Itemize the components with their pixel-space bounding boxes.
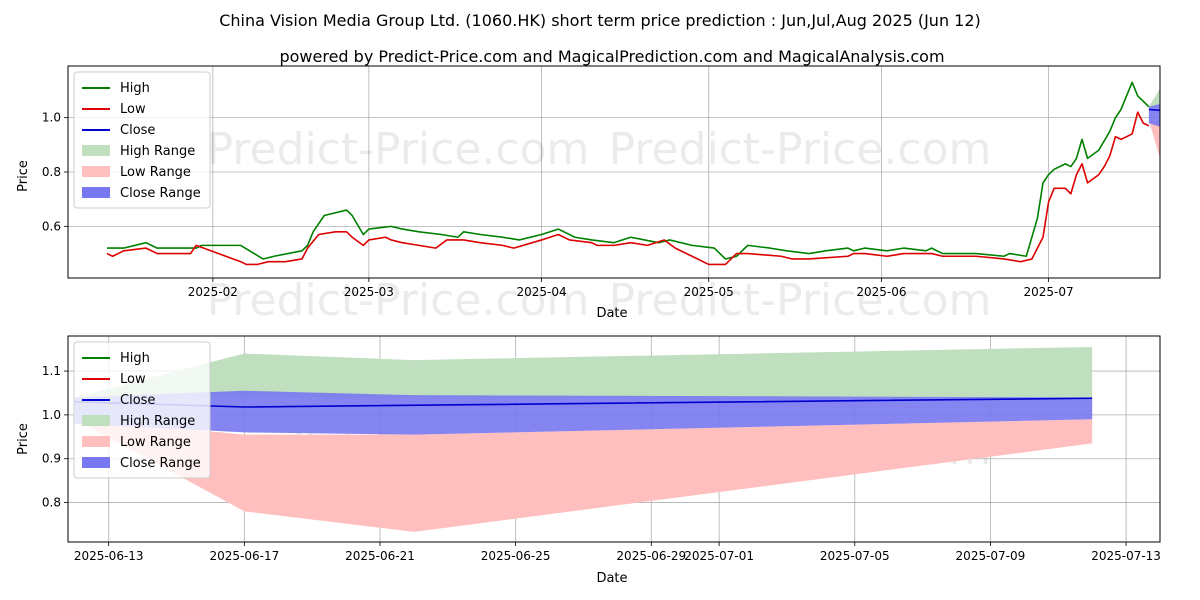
x-tick-label: 2025-03 xyxy=(344,285,394,299)
x-tick-label: 2025-07 xyxy=(1024,285,1074,299)
watermark: Predict-Price.com xyxy=(609,275,992,326)
x-tick-label: 2025-06-13 xyxy=(74,549,144,563)
prediction-series xyxy=(74,346,1093,532)
legend-label: High Range xyxy=(120,414,195,429)
legend-swatch xyxy=(82,457,110,468)
x-tick-label: 2025-07-09 xyxy=(956,549,1026,563)
x-tick-label: 2025-06-21 xyxy=(345,549,415,563)
x-tick-label: 2025-07-13 xyxy=(1091,549,1161,563)
watermark: Predict-Price.com xyxy=(609,124,992,175)
legend-label: Close Range xyxy=(120,186,201,201)
x-tick-label: 2025-06-17 xyxy=(209,549,279,563)
x-tick-label: 2025-07-05 xyxy=(820,549,890,563)
low-range-band xyxy=(1148,120,1160,159)
close-range-band xyxy=(74,390,1093,435)
x-tick-label: 2025-05 xyxy=(684,285,734,299)
prediction-xlabel: Date xyxy=(596,571,627,586)
legend-swatch xyxy=(82,415,110,426)
high-range-band xyxy=(1148,88,1160,107)
watermark: Predict-Price.com xyxy=(207,275,590,326)
prediction-panel: Predict-Price.com Predict-Price.com 2025… xyxy=(16,335,1161,586)
x-tick-label: 2025-06-29 xyxy=(616,549,686,563)
x-tick-label: 2025-06 xyxy=(856,285,906,299)
legend-swatch xyxy=(82,145,110,156)
series-layer xyxy=(74,346,1093,532)
low-range-band xyxy=(74,419,1093,532)
x-tick-label: 2025-06-25 xyxy=(481,549,551,563)
history-grid xyxy=(68,66,1160,278)
history-ylabel: Price xyxy=(16,160,31,192)
low-line xyxy=(106,111,1150,266)
y-tick-label: 1.1 xyxy=(42,364,61,378)
y-tick-label: 0.8 xyxy=(42,165,61,179)
y-tick-label: 0.6 xyxy=(42,219,61,233)
prediction-ylabel: Price xyxy=(16,423,31,455)
legend-label: Low xyxy=(120,102,146,117)
legend-swatch xyxy=(82,436,110,447)
legend-label: Close Range xyxy=(120,456,201,471)
x-tick-label: 2025-07-01 xyxy=(684,549,754,563)
x-tick-label: 2025-04 xyxy=(517,285,567,299)
y-tick-label: 0.9 xyxy=(42,452,61,466)
legend-label: Low Range xyxy=(120,435,191,450)
prediction-legend: High Low Close High Range Low Range Close Ran… xyxy=(73,341,211,479)
legend-swatch xyxy=(82,166,110,177)
legend-label: Low Range xyxy=(120,165,191,180)
legend-label: Low xyxy=(120,372,146,387)
y-tick-label: 1.0 xyxy=(42,111,61,125)
legend-label: High xyxy=(120,81,150,96)
legend-swatch xyxy=(82,187,110,198)
history-legend: High Low Close High Range Low Range Close Ran… xyxy=(73,71,211,209)
legend-label: High xyxy=(120,351,150,366)
chart-title: China Vision Media Group Ltd. (1060.HK) … xyxy=(219,11,981,30)
watermark: Predict-Price.com xyxy=(207,124,590,175)
high-line xyxy=(107,81,1150,260)
x-tick-label: 2025-02 xyxy=(188,285,238,299)
y-tick-label: 1.0 xyxy=(42,408,61,422)
history-xlabel: Date xyxy=(596,306,627,321)
legend-label: Close xyxy=(120,123,155,138)
chart-subtitle: powered by Predict-Price.com and Magical… xyxy=(279,47,944,66)
series-layer xyxy=(106,81,1160,266)
prediction-plot-frame xyxy=(67,335,1161,543)
history-panel: Predict-Price.com Predict-Price.com Pred… xyxy=(16,65,1161,326)
high-range-band xyxy=(74,346,1093,398)
history-ticks: 2025-02 2025-03 2025-04 2025-05 2025-06 2025-… xyxy=(42,111,1074,299)
history-series xyxy=(106,81,1160,266)
y-tick-label: 0.8 xyxy=(42,496,61,510)
legend-label: Close xyxy=(120,393,155,408)
prediction-ticks: 2025-06-13 2025-06-17 2025-06-21 2025-06-25… xyxy=(42,364,1161,563)
legend-label: High Range xyxy=(120,144,195,159)
